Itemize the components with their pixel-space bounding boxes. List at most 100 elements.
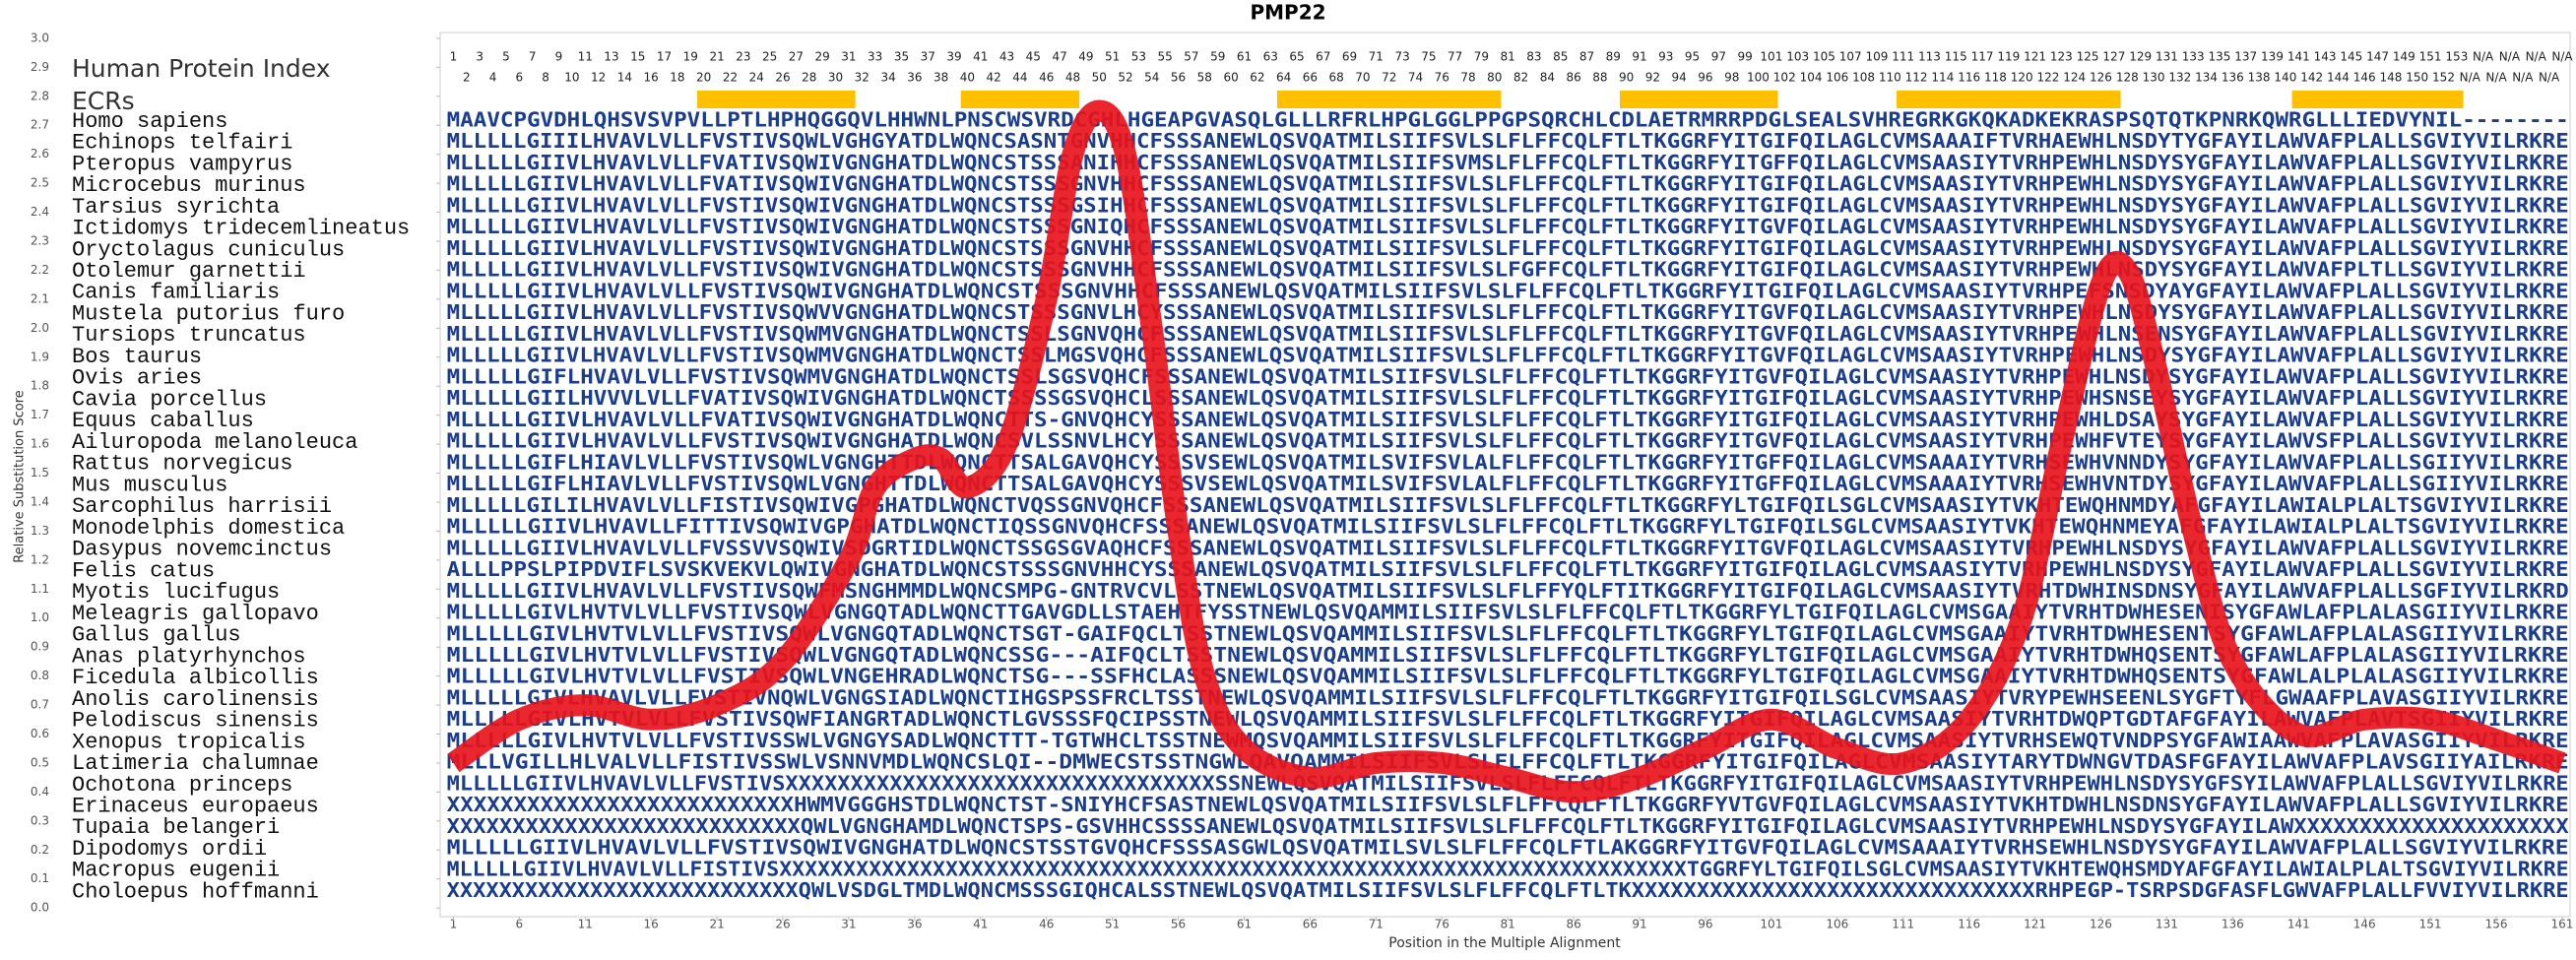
species-name: Canis familiaris [72,281,280,305]
index-label: 44 [1012,71,1027,85]
index-label: 80 [1487,71,1502,85]
index-label: 30 [828,71,843,85]
index-label: 32 [855,71,869,85]
index-label: 24 [749,71,764,85]
index-label: 95 [1685,50,1700,64]
index-label: Human Protein Index [72,54,331,83]
index-label: 9 [555,50,563,64]
y-tick-label: 2.0 [31,321,49,335]
species-name: Ailuropoda melanoleuca [72,430,357,455]
index-label: N/A [2460,71,2481,85]
index-label: 113 [1918,50,1941,64]
index-label: 21 [709,50,724,64]
index-label: 17 [657,50,672,64]
y-tick-label: 1.7 [31,408,49,421]
index-label: 97 [1711,50,1726,64]
index-label: 64 [1276,71,1291,85]
y-tick-label: 2.7 [31,118,49,132]
index-label: 126 [2090,71,2112,85]
plot-frame [439,32,2571,918]
species-name: Echinops telfairi [72,131,292,156]
species-name: Meleagris gallopavo [72,602,319,626]
species-name: Erinaceus europaeus [72,794,319,818]
species-name: Tarsius syrichta [72,195,280,220]
index-label: 147 [2366,50,2389,64]
species-name: Equus caballus [72,409,254,433]
species-name: Ictidomys tridecemlineatus [72,217,410,241]
index-label: 98 [1724,71,1739,85]
y-tick-label: 3.0 [31,31,49,44]
x-tick-label: 131 [2156,918,2178,931]
sequence-row: MLLLLLGIVLHVTVLVLLFVSTIVSQWLVNGEHRADLWQN… [447,665,2569,688]
ecr-bar [697,91,856,108]
index-label: 55 [1158,50,1173,64]
index-label: 14 [617,71,632,85]
index-label: 77 [1448,50,1462,64]
index-label: 76 [1435,71,1449,85]
index-label: 128 [2116,71,2139,85]
species-name: Xenopus tropicalis [72,730,306,754]
y-tick-label: 1.8 [31,379,49,393]
sequence-row: MLLLLLGIIVLHVAVLVLLFVSTIVSQWIVGNGHATDLWQ… [447,258,2569,282]
index-label: 133 [2182,50,2205,64]
sequence-row: MLLLLLGIIVLHVAVLVLLFVSTIVSQWIVGNGHATDLWQ… [447,215,2569,238]
sequence-row: MLLLLLGIIVLHVAVLVLLFVSTIVSQWMVGNGHATDLWQ… [447,322,2569,346]
species-name: Mus musculus [72,473,227,497]
index-label: 54 [1144,71,1159,85]
index-label: 63 [1263,50,1278,64]
y-tick-label: 1.3 [31,524,49,538]
index-label: 70 [1355,71,1370,85]
index-label: 93 [1658,50,1673,64]
index-label: 72 [1382,71,1396,85]
index-label: 40 [960,71,975,85]
species-name: Tursiops truncatus [72,323,306,348]
index-label: 12 [591,71,606,85]
index-label: 4 [489,71,497,85]
index-label: N/A [2499,50,2521,64]
index-label: 91 [1632,50,1646,64]
y-tick-label: 0.9 [31,640,49,654]
x-tick-label: 106 [1826,918,1848,931]
index-label: 38 [934,71,948,85]
index-label: 47 [1052,50,1066,64]
index-label: 148 [2380,71,2403,85]
x-tick-label: 96 [1698,918,1712,931]
index-label: 119 [1997,50,2020,64]
species-name: Mustela putorius furo [72,301,345,326]
index-label: 134 [2195,71,2218,85]
index-label: 29 [815,50,830,64]
index-label: 124 [2063,71,2086,85]
ecr-bar [2291,91,2464,108]
index-label: 25 [762,50,777,64]
sequence-row: MLLLLLGIVLHVTVLVLLFVSTIVSQWLVGNGQTADLWQN… [447,601,2569,624]
index-label: 110 [1879,71,1901,85]
index-label: 137 [2234,50,2257,64]
index-label: 111 [1892,50,1914,64]
index-label: 22 [723,71,738,85]
index-label: 84 [1540,71,1555,85]
sequence-row: MLLLLLGIIVLHVAVLVLLFVSTIVSQWIVGNGHATDLWQ… [447,193,2569,217]
index-label: 5 [502,50,510,64]
index-label: 131 [2156,50,2178,64]
x-tick-label: 66 [1303,918,1318,931]
sequence-row: MLLLLLGILILHVAVLVLLFISTIVSQWIVGPGHATDLWQ… [447,493,2569,517]
species-name: Ficedula albicollis [72,666,319,690]
sequence-row: MLLLLLGIIVLHVAVLVLLFVSTIVSQWMVGNGHATDLWQ… [447,344,2569,367]
index-label: 61 [1237,50,1252,64]
species-name: Otolemur garnettii [72,259,306,284]
sequence-row: MLLLLLGIIVLHVAVLVLLFVSSVVSQWIVSDGRTIDLWQ… [447,536,2569,559]
index-label: 65 [1289,50,1304,64]
index-label: 3 [476,50,483,64]
index-label: 1 [450,50,458,64]
sequence-row: MLLLLLGIFLHVAVLVLLFVSTIVSQWMVGNGHATDLWQN… [447,364,2569,388]
y-axis-label: Relative Substitution Score [13,390,28,563]
sequence-row: XXXXXXXXXXXXXXXXXXXXXXXXXXXQWLVSDGLTMDLW… [447,878,2569,902]
index-label: 50 [1092,71,1107,85]
species-name: Homo sapiens [72,109,227,134]
index-label: 68 [1329,71,1344,85]
index-label: N/A [2485,71,2507,85]
index-label: 28 [802,71,816,85]
index-label: 138 [2248,71,2271,85]
index-label: 35 [894,50,909,64]
